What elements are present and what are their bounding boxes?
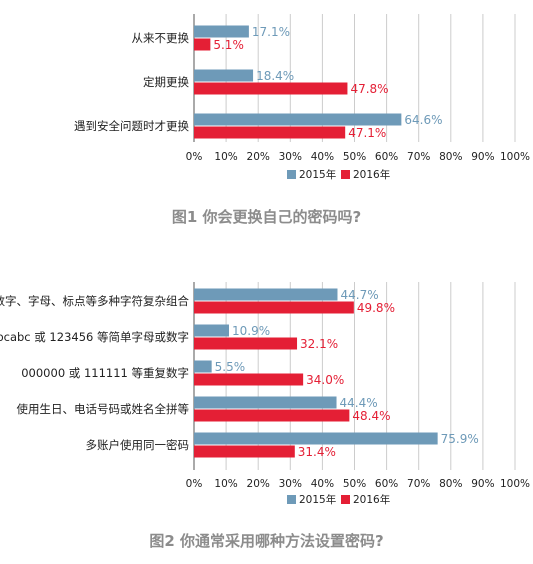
bar-2015 <box>194 396 337 409</box>
x-tick-label: 30% <box>279 478 302 490</box>
data-label-2016: 34.0% <box>306 373 344 387</box>
x-tick-label: 20% <box>247 151 270 163</box>
data-label-2016: 31.4% <box>298 445 336 459</box>
legend-swatch-2016 <box>341 495 350 504</box>
data-label-2016: 49.8% <box>357 301 395 315</box>
data-label-2015: 64.6% <box>404 113 442 127</box>
legend-label-2016: 2016年 <box>353 168 390 181</box>
x-tick-label: 10% <box>214 151 237 163</box>
x-tick-label: 100% <box>500 151 530 163</box>
data-label-2015: 5.5% <box>215 360 246 374</box>
data-label-2015: 17.1% <box>252 25 290 39</box>
data-label-2015: 75.9% <box>441 432 479 446</box>
legend-swatch-2016 <box>341 170 350 179</box>
bar-2016 <box>194 409 350 422</box>
bar-2015 <box>194 25 249 38</box>
data-label-2016: 32.1% <box>300 337 338 351</box>
x-tick-label: 80% <box>439 478 462 490</box>
x-tick-label: 70% <box>407 151 430 163</box>
bar-2015 <box>194 324 229 337</box>
bar-2015 <box>194 360 212 373</box>
chart-title: 图2 你通常采用哪种方法设置密码? <box>149 532 383 550</box>
x-tick-label: 60% <box>375 478 398 490</box>
bar-2015 <box>194 69 254 82</box>
legend-label-2015: 2015年 <box>299 168 336 181</box>
bar-2015 <box>194 432 438 445</box>
x-tick-label: 0% <box>186 151 203 163</box>
legend-label-2015: 2015年 <box>299 493 336 506</box>
bar-2016 <box>194 126 346 139</box>
data-label-2016: 48.4% <box>352 409 390 423</box>
x-tick-label: 100% <box>500 478 530 490</box>
x-tick-label: 50% <box>343 151 366 163</box>
bar-2015 <box>194 288 338 301</box>
x-tick-label: 90% <box>471 478 494 490</box>
x-tick-label: 80% <box>439 151 462 163</box>
data-label-2016: 47.1% <box>348 126 386 140</box>
category-label: 数字、字母、标点等多种字符复杂组合 <box>0 294 189 308</box>
category-label: 多账户使用同一密码 <box>86 438 190 452</box>
bar-2015 <box>194 113 402 126</box>
bar-2016 <box>194 373 304 386</box>
x-tick-label: 90% <box>471 151 494 163</box>
legend-swatch-2015 <box>287 495 296 504</box>
x-tick-label: 0% <box>186 478 203 490</box>
x-tick-label: 70% <box>407 478 430 490</box>
category-label: 000000 或 111111 等重复数字 <box>21 366 189 380</box>
x-tick-label: 20% <box>247 478 270 490</box>
bar-2016 <box>194 82 348 95</box>
data-label-2015: 44.4% <box>340 396 378 410</box>
category-label: 遇到安全问题时才更换 <box>74 119 189 133</box>
data-label-2015: 18.4% <box>256 69 294 83</box>
x-tick-label: 30% <box>279 151 302 163</box>
x-tick-label: 60% <box>375 151 398 163</box>
data-label-2016: 5.1% <box>213 38 244 52</box>
category-label: 使用生日、电话号码或姓名全拼等 <box>17 402 190 416</box>
x-tick-label: 40% <box>311 151 334 163</box>
category-label: 定期更换 <box>143 75 189 89</box>
legend-swatch-2015 <box>287 170 296 179</box>
data-label-2015: 10.9% <box>232 324 270 338</box>
category-label: 从来不更换 <box>132 31 190 45</box>
x-tick-label: 50% <box>343 478 366 490</box>
x-tick-label: 10% <box>214 478 237 490</box>
chart-title: 图1 你会更换自己的密码吗? <box>172 208 361 226</box>
bar-2016 <box>194 38 211 51</box>
bar-2016 <box>194 445 295 458</box>
data-label-2015: 44.7% <box>340 288 378 302</box>
bar-2016 <box>194 337 298 350</box>
x-tick-label: 40% <box>311 478 334 490</box>
category-label: abcabc 或 123456 等简单字母或数字 <box>0 330 189 344</box>
bar-2016 <box>194 301 354 314</box>
legend-label-2016: 2016年 <box>353 493 390 506</box>
data-label-2016: 47.8% <box>350 82 388 96</box>
